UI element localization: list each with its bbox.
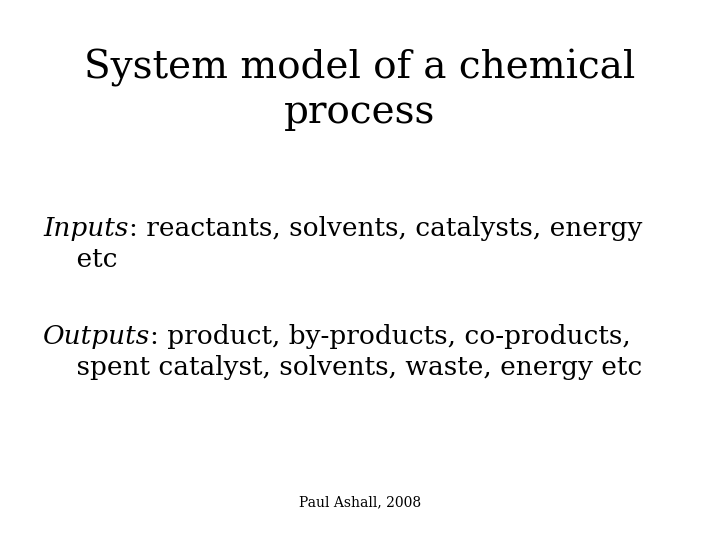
Text: System model of a chemical
process: System model of a chemical process bbox=[84, 49, 636, 131]
Text: Paul Ashall, 2008: Paul Ashall, 2008 bbox=[299, 495, 421, 509]
Text: Inputs: Inputs bbox=[43, 216, 129, 241]
Text: etc: etc bbox=[43, 216, 117, 272]
Text: spent catalyst, solvents, waste, energy etc: spent catalyst, solvents, waste, energy … bbox=[43, 324, 642, 380]
Text: : product, by-products, co-products,: : product, by-products, co-products, bbox=[150, 324, 631, 349]
Text: Outputs: Outputs bbox=[43, 324, 150, 349]
Text: : reactants, solvents, catalysts, energy: : reactants, solvents, catalysts, energy bbox=[129, 216, 642, 241]
